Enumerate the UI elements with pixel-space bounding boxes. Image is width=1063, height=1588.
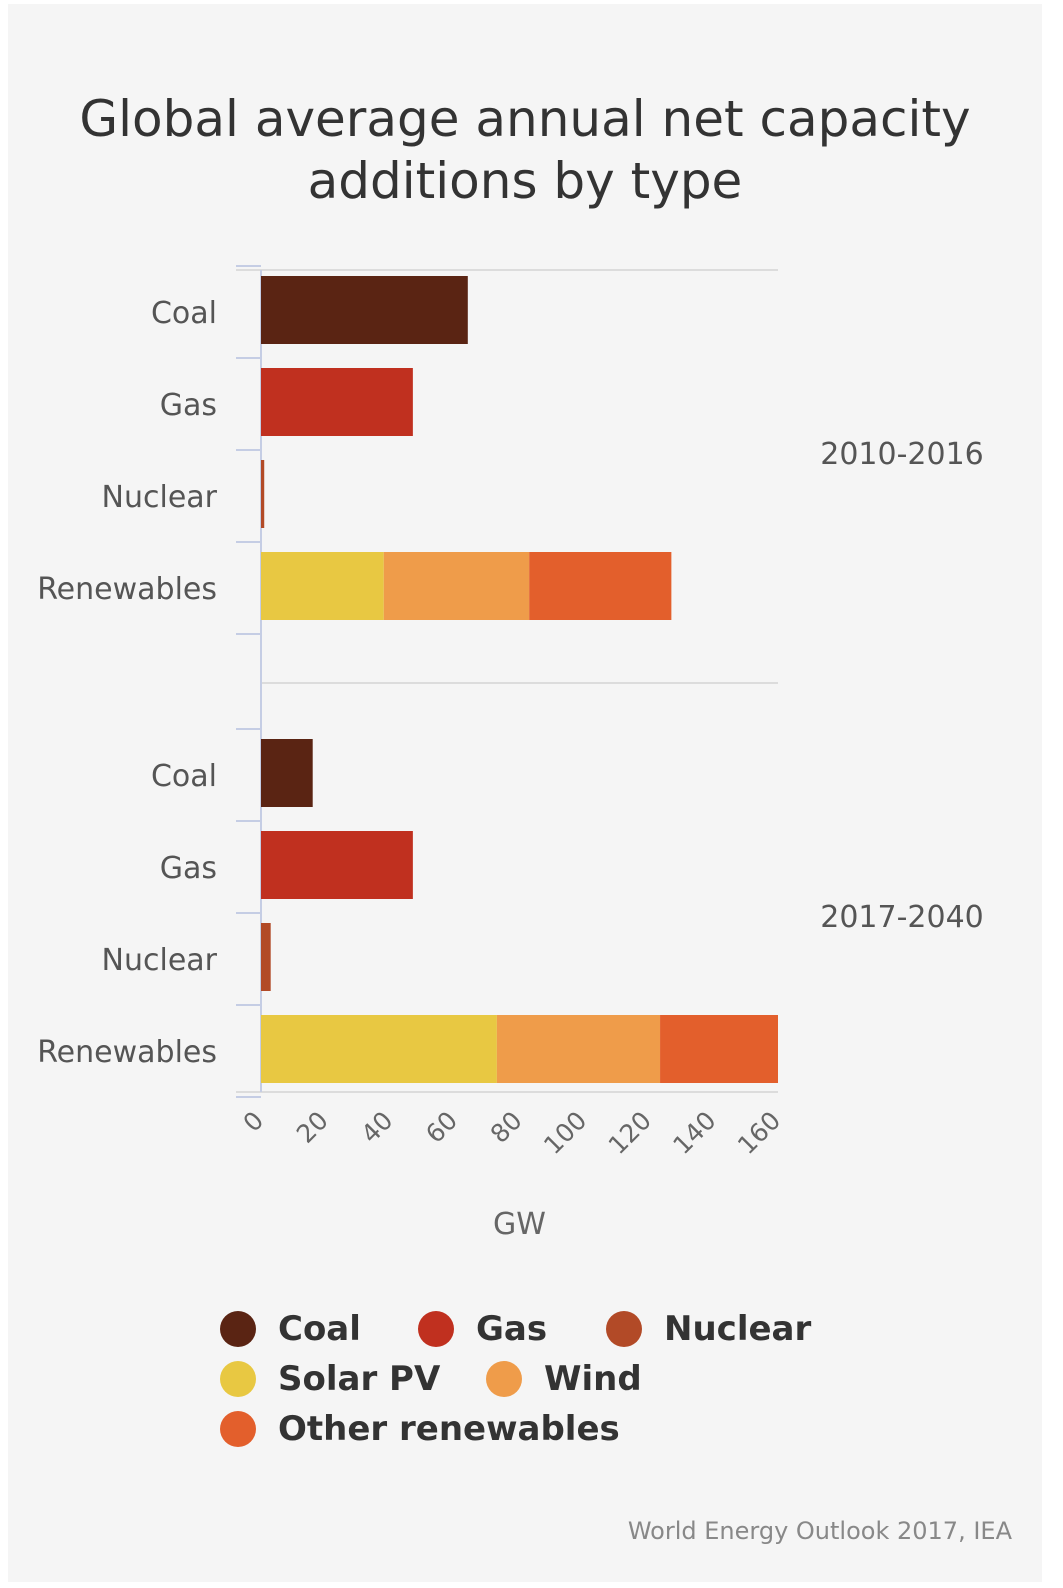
category-label-renewables: Renewables — [37, 1035, 217, 1070]
category-label-nuclear: Nuclear — [102, 943, 218, 978]
bar-2010-2016-renewables-other-renewables — [529, 552, 672, 620]
category-label-gas: Gas — [160, 388, 217, 423]
legend-row: Other renewables — [220, 1404, 920, 1454]
x-tick-label: 0 — [237, 1106, 269, 1138]
bar-2017-2040-gas-gas — [261, 831, 413, 899]
category-label-coal: Coal — [151, 296, 217, 331]
category-label-nuclear: Nuclear — [102, 480, 218, 515]
x-tick-label: 20 — [291, 1106, 334, 1149]
bar-2017-2040-nuclear-nuclear — [261, 923, 271, 991]
x-tick-label: 100 — [538, 1106, 592, 1160]
legend-label-coal: Coal — [278, 1309, 361, 1349]
x-axis-title: GW — [493, 1207, 546, 1242]
bar-2010-2016-renewables-wind — [383, 552, 530, 620]
chart-card: Global average annual net capacity addit… — [8, 4, 1042, 1582]
legend: Coal Gas Nuclear Solar PV Wind — [220, 1304, 920, 1454]
legend-label-wind: Wind — [544, 1359, 642, 1399]
legend-swatch-coal — [220, 1311, 256, 1347]
legend-label-nuclear: Nuclear — [664, 1309, 812, 1349]
legend-label-solar-pv: Solar PV — [278, 1359, 441, 1399]
bar-2010-2016-coal-coal — [261, 276, 468, 344]
bar-2017-2040-renewables-other-renewables — [660, 1015, 778, 1083]
legend-item-coal[interactable]: Coal — [220, 1309, 418, 1349]
legend-item-wind[interactable]: Wind — [486, 1359, 642, 1399]
legend-item-nuclear[interactable]: Nuclear — [606, 1309, 811, 1349]
chart-title: Global average annual net capacity addit… — [79, 90, 971, 210]
group-label-2017-2040: 2017-2040 — [820, 900, 984, 935]
legend-swatch-gas — [418, 1311, 454, 1347]
legend-item-solar-pv[interactable]: Solar PV — [220, 1359, 486, 1399]
category-label-coal: Coal — [151, 759, 217, 794]
x-tick-label: 40 — [355, 1106, 398, 1149]
legend-label-other-renewables: Other renewables — [278, 1409, 620, 1449]
legend-item-gas[interactable]: Gas — [418, 1309, 606, 1349]
legend-row: Coal Gas Nuclear — [220, 1304, 920, 1354]
bar-2010-2016-gas-gas — [261, 368, 413, 436]
x-tick-label: 140 — [667, 1106, 721, 1160]
legend-label-gas: Gas — [476, 1309, 548, 1349]
group-label-2010-2016: 2010-2016 — [820, 437, 984, 472]
x-tick-label: 80 — [485, 1106, 528, 1149]
legend-item-other-renewables[interactable]: Other renewables — [220, 1409, 620, 1449]
x-tick-label: 160 — [732, 1106, 786, 1160]
bar-2017-2040-coal-coal — [261, 739, 313, 807]
bar-2010-2016-nuclear-nuclear — [261, 460, 265, 528]
legend-swatch-solar-pv — [220, 1361, 256, 1397]
legend-row: Solar PV Wind — [220, 1354, 920, 1404]
legend-swatch-nuclear — [606, 1311, 642, 1347]
legend-swatch-other-renewables — [220, 1411, 256, 1447]
category-label-gas: Gas — [160, 851, 217, 886]
chart-plot: Coal Gas Nuclear Renewables 2010-2016 Coal Gas… — [37, 265, 984, 1242]
source-credit: World Energy Outlook 2017, IEA — [627, 1517, 1012, 1545]
x-tick-label: 60 — [420, 1106, 463, 1149]
legend-swatch-wind — [486, 1361, 522, 1397]
bar-2017-2040-renewables-solar-pv — [261, 1015, 497, 1083]
bar-2017-2040-renewables-wind — [496, 1015, 661, 1083]
category-label-renewables: Renewables — [37, 572, 217, 607]
x-tick-label: 120 — [603, 1106, 657, 1160]
bar-2010-2016-renewables-solar-pv — [261, 552, 384, 620]
